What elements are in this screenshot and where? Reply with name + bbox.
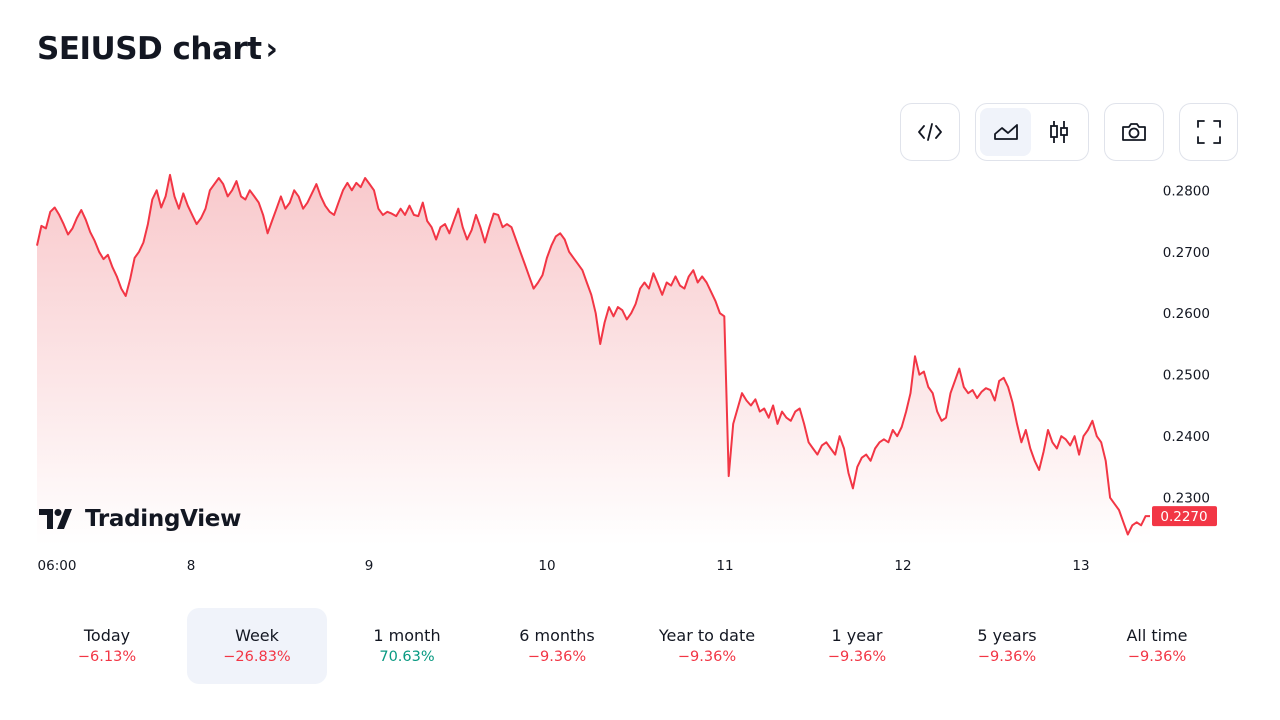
last-price-marker: 0.2270 — [1152, 506, 1217, 527]
period-5-years[interactable]: 5 years −9.36% — [937, 608, 1077, 684]
last-price-label: 0.2270 — [1160, 509, 1207, 525]
area-chart-button[interactable] — [980, 108, 1031, 156]
tradingview-logo: TradingView — [39, 506, 241, 532]
period-change: 70.63% — [379, 649, 435, 665]
x-tick-label: 12 — [894, 558, 911, 574]
y-axis: 0.2800 0.2700 0.2600 0.2500 0.2400 0.2300 — [1163, 183, 1210, 506]
period-all-time[interactable]: All time −9.36% — [1087, 608, 1227, 684]
y-tick-label: 0.2700 — [1163, 245, 1210, 261]
period-change: −6.13% — [77, 649, 137, 665]
price-chart[interactable]: 0.2800 0.2700 0.2600 0.2500 0.2400 0.2300 06:… — [0, 170, 1280, 590]
x-tick-label: 8 — [187, 558, 196, 574]
x-tick-label: 13 — [1072, 558, 1089, 574]
period-change: −9.36% — [827, 649, 887, 665]
period-selector: Today −6.13% Week −26.83% 1 month 70.63% 6 mon… — [37, 608, 1237, 684]
chart-style-toggle — [975, 103, 1089, 161]
x-tick-label: 9 — [365, 558, 374, 574]
fullscreen-button[interactable] — [1179, 103, 1238, 161]
tradingview-logo-text: TradingView — [85, 506, 242, 532]
period-change: −9.36% — [977, 649, 1037, 665]
chart-title-link[interactable]: SEIUSD chart › — [37, 30, 278, 68]
x-tick-label: 06:00 — [38, 558, 77, 574]
period-label: 1 month — [373, 626, 441, 645]
period-change: −9.36% — [527, 649, 587, 665]
period-label: Today — [83, 626, 131, 645]
x-tick-label: 10 — [538, 558, 555, 574]
price-line — [36, 173, 1150, 536]
y-tick-label: 0.2300 — [1163, 491, 1210, 507]
period-change: −26.83% — [223, 649, 291, 665]
y-tick-label: 0.2400 — [1163, 429, 1210, 445]
chevron-right-icon: › — [265, 32, 278, 67]
period-label: 5 years — [977, 626, 1037, 645]
period-label: All time — [1126, 626, 1188, 645]
x-axis: 06:00 8 9 10 11 12 13 — [38, 558, 1090, 574]
area-chart-icon — [993, 124, 1018, 140]
price-area-fill — [37, 174, 1150, 545]
page-title: SEIUSD chart — [37, 30, 262, 67]
period-label: Week — [235, 626, 279, 645]
camera-icon — [1122, 123, 1146, 141]
period-week[interactable]: Week −26.83% — [187, 608, 327, 684]
period-6-months[interactable]: 6 months −9.36% — [487, 608, 627, 684]
period-year-to-date[interactable]: Year to date −9.36% — [637, 608, 777, 684]
period-change: −9.36% — [677, 649, 737, 665]
snapshot-button[interactable] — [1104, 103, 1164, 161]
candles-button[interactable] — [1033, 108, 1084, 156]
period-change: −9.36% — [1127, 649, 1187, 665]
period-label: 6 months — [519, 626, 595, 645]
last-price-badge — [1152, 506, 1217, 527]
period-today[interactable]: Today −6.13% — [37, 608, 177, 684]
candles-icon — [1049, 121, 1068, 143]
period-1-month[interactable]: 1 month 70.63% — [337, 608, 477, 684]
period-label: Year to date — [658, 626, 756, 645]
tradingview-logo-icon — [39, 509, 72, 529]
fullscreen-icon — [1196, 120, 1221, 144]
code-icon — [918, 123, 942, 141]
embed-button[interactable] — [900, 103, 960, 161]
period-label: 1 year — [831, 626, 883, 645]
y-tick-label: 0.2500 — [1163, 368, 1210, 384]
y-tick-label: 0.2600 — [1163, 306, 1210, 322]
period-1-year[interactable]: 1 year −9.36% — [787, 608, 927, 684]
y-tick-label: 0.2800 — [1163, 183, 1210, 199]
x-tick-label: 11 — [716, 558, 733, 574]
